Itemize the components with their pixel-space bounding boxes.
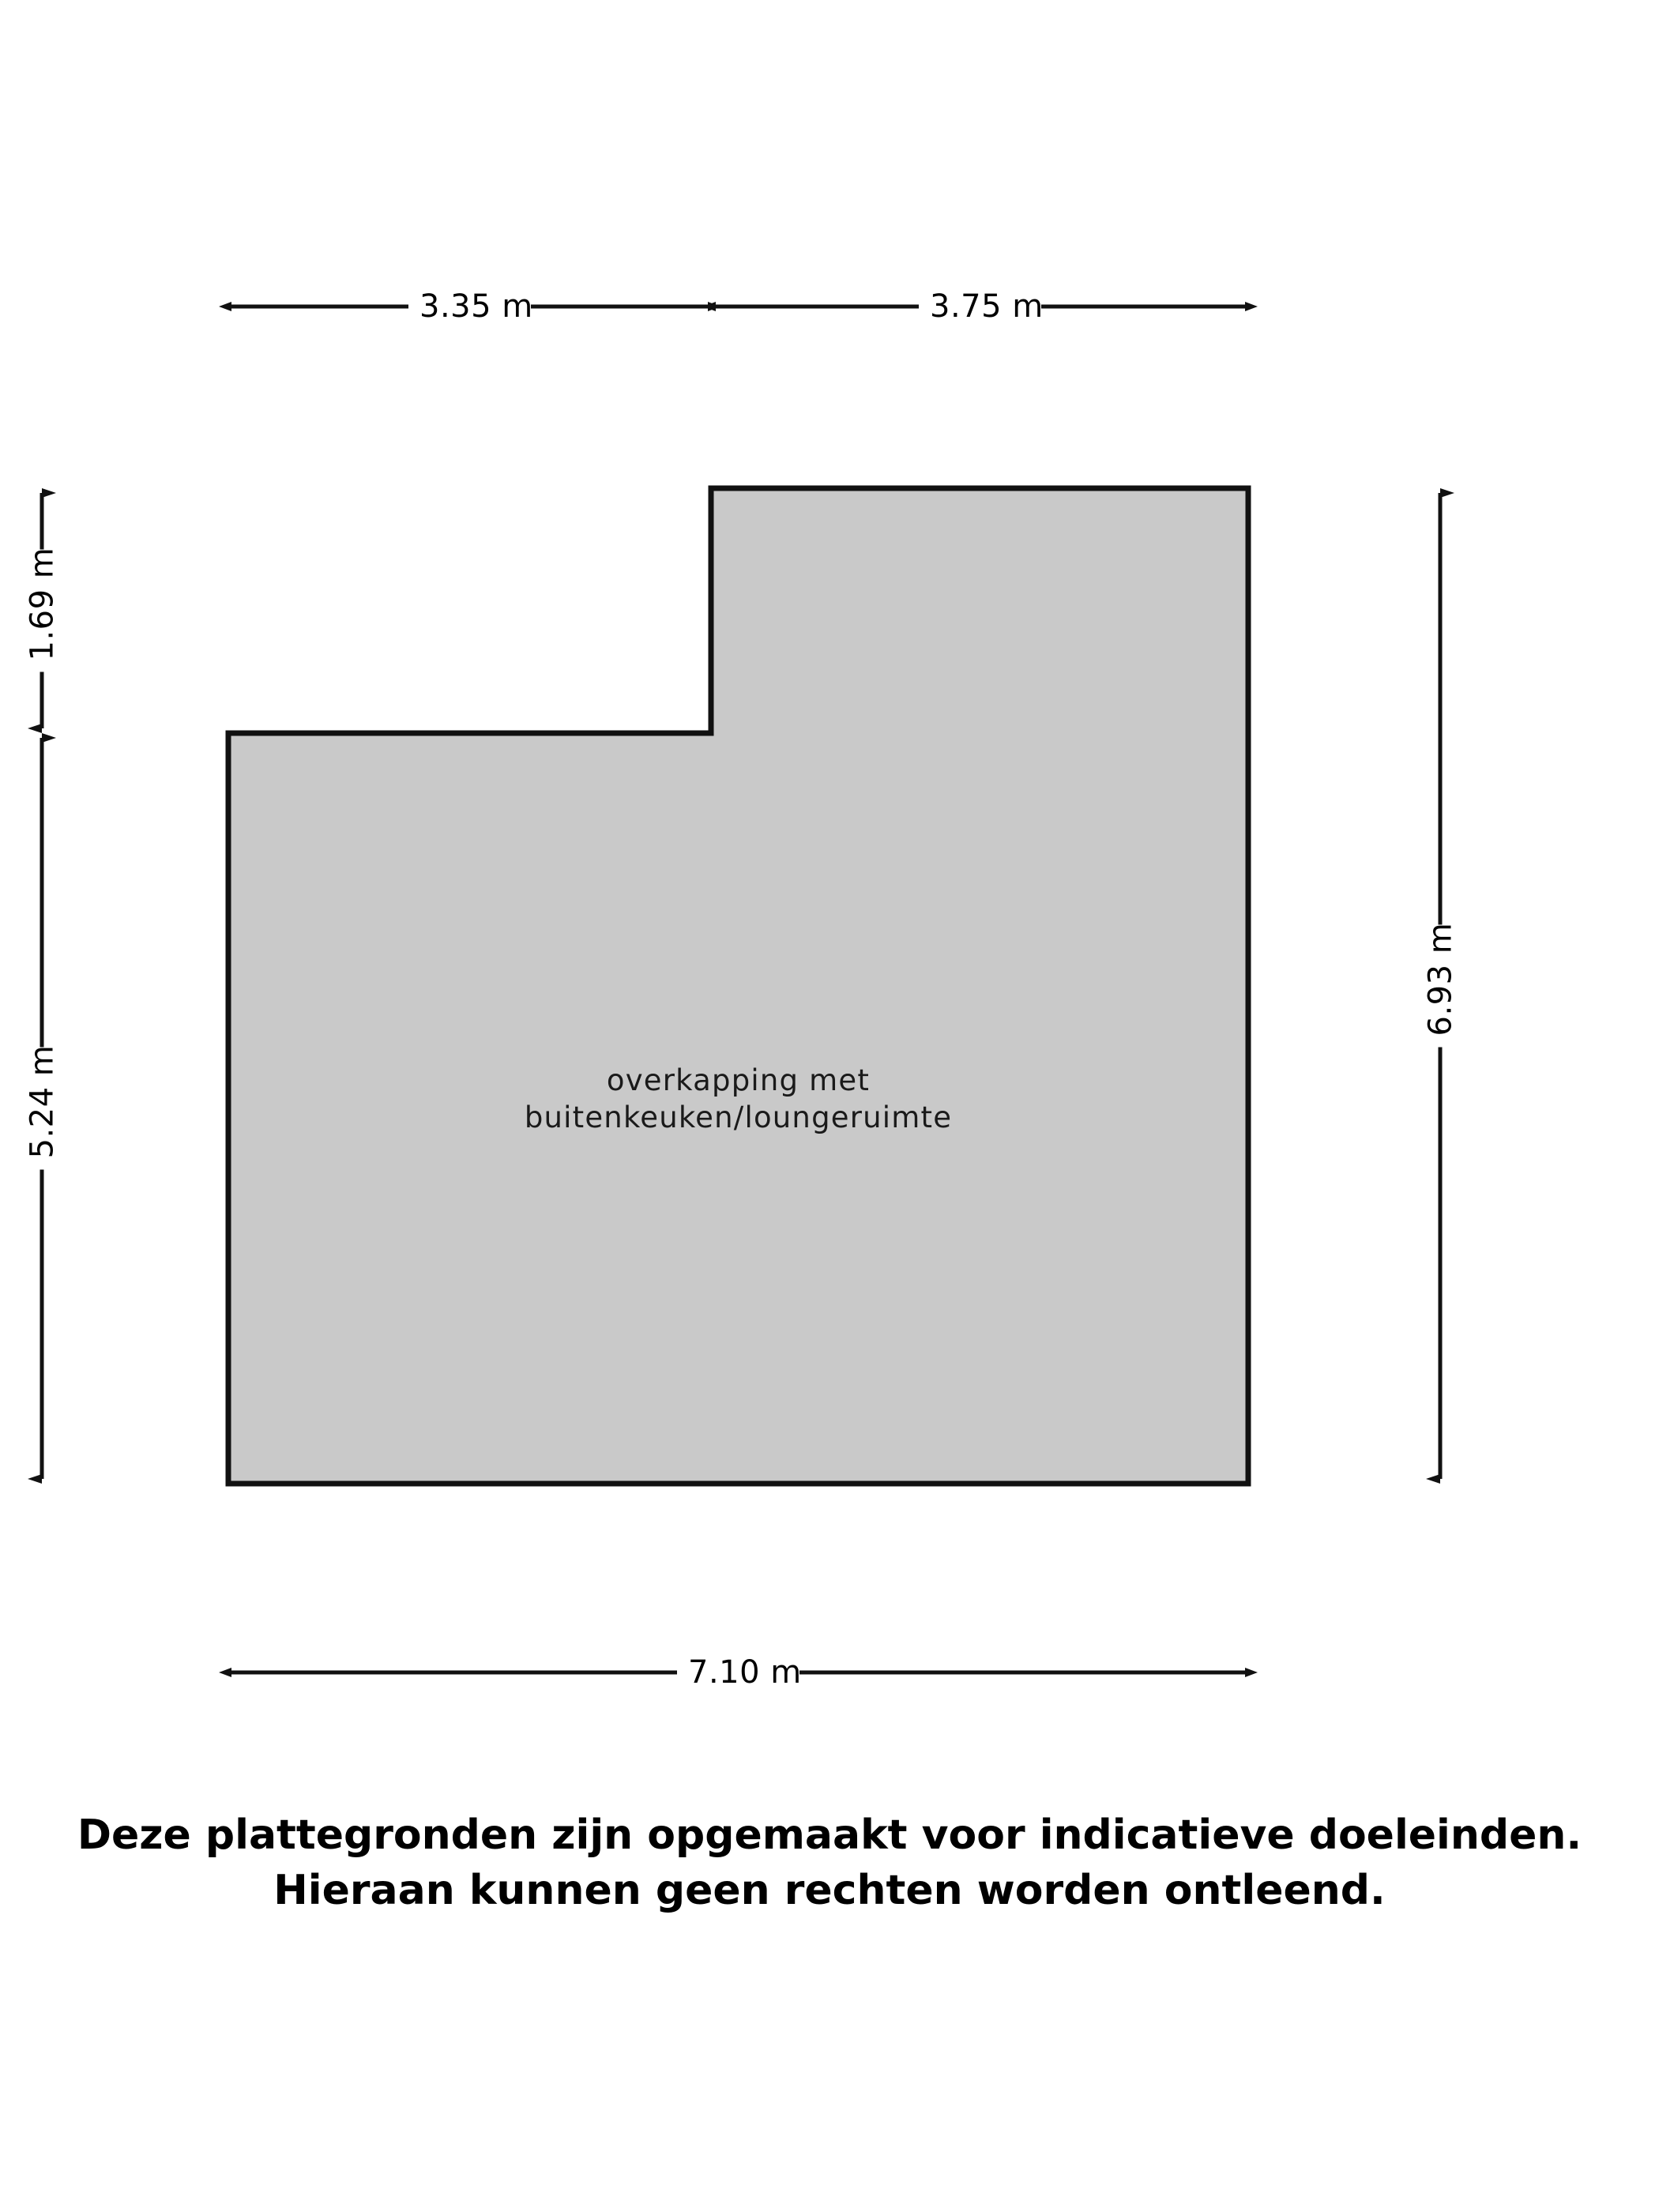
dimension-label-top-left: 3.35 m	[408, 288, 532, 325]
disclaimer: Deze plattegronden zijn opgemaakt voor i…	[0, 1808, 1659, 1918]
dimension-label-top-right: 3.75 m	[919, 288, 1043, 325]
dimension-label-left-lower: 5.24 m	[23, 1045, 62, 1170]
room-label: overkapping met buitenkeuken/loungeruimt…	[228, 1062, 1248, 1137]
dimension-label-right-full: 6.93 m	[1421, 923, 1460, 1048]
room-label-line1: overkapping met	[606, 1063, 871, 1097]
dimension-label-left-upper: 1.69 m	[23, 547, 62, 672]
disclaimer-line2: Hieraan kunnen geen rechten worden ontle…	[273, 1867, 1386, 1915]
room-label-line2: buitenkeuken/loungeruimte	[524, 1100, 953, 1135]
dimension-label-bottom-full: 7.10 m	[677, 1653, 801, 1691]
floorplan-outline	[225, 485, 1251, 1487]
disclaimer-line1: Deze plattegronden zijn opgemaakt voor i…	[77, 1811, 1582, 1859]
